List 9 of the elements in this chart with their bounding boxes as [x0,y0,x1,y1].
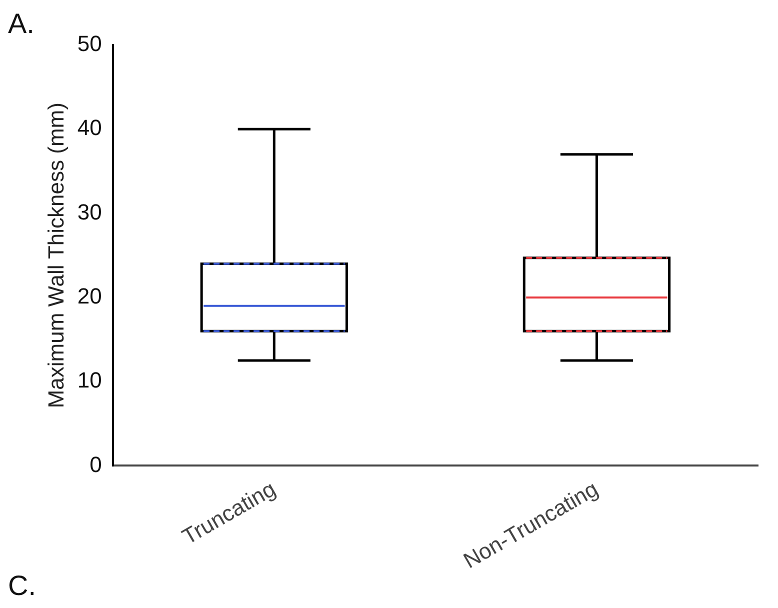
y-tick-label: 30 [77,199,102,224]
text: A. [8,8,34,40]
y-tick-label: 20 [77,284,102,308]
y-tick-label: 40 [77,115,102,140]
y-tick-label: 0 [90,452,102,477]
y-tick-label: 10 [77,368,102,393]
y-axis-title: Maximum Wall Thickness (mm) [43,102,68,408]
text: C. [8,570,36,602]
y-tick-label: 50 [77,31,102,56]
